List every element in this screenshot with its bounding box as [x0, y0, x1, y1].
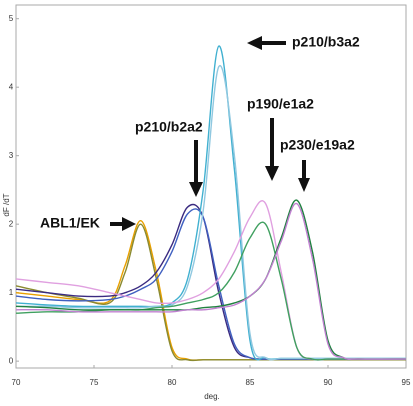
- melt-curve: [15, 199, 407, 361]
- melt-curve: [15, 64, 406, 361]
- x-tick-label: 95: [402, 378, 411, 387]
- arrow-head: [189, 182, 203, 197]
- y-tick-label: 5: [9, 14, 14, 23]
- y-tick-label: 3: [9, 151, 14, 160]
- series-group: [15, 45, 407, 362]
- y-tick-label: 4: [9, 82, 14, 91]
- x-tick-label: 85: [246, 378, 255, 387]
- arrows: [110, 36, 310, 231]
- annotation: p230/e19a2: [280, 137, 355, 153]
- x-tick-label: 70: [12, 378, 21, 387]
- annotation: ABL1/EK: [40, 215, 100, 231]
- x-tick-label: 80: [168, 378, 177, 387]
- annotation: p210/b2a2: [135, 119, 203, 135]
- y-axis-label: dF /dT: [2, 193, 11, 216]
- annotation: p210/b3a2: [292, 34, 360, 50]
- y-tick-label: 2: [9, 219, 14, 228]
- arrow-head: [247, 36, 262, 50]
- melt-curve: [15, 202, 407, 360]
- plot-frame: [15, 4, 407, 369]
- arrow-head: [265, 166, 279, 181]
- x-tick-label: 75: [90, 378, 99, 387]
- arrow-head: [122, 217, 136, 231]
- x-tick-label: 90: [324, 378, 333, 387]
- y-tick-label: 0: [9, 356, 14, 365]
- x-axis-label: deg.: [204, 392, 220, 401]
- annotation: p190/e1a2: [247, 96, 314, 112]
- y-tick-label: 1: [9, 288, 14, 297]
- arrow-head: [298, 178, 310, 192]
